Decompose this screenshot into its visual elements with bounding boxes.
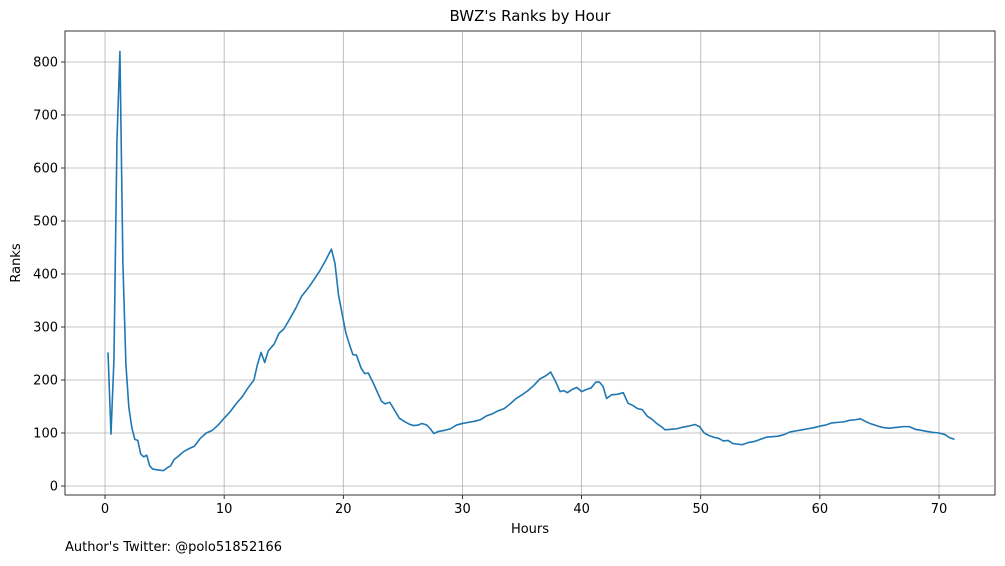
y-axis-label: Ranks bbox=[9, 243, 24, 282]
x-tick-label: 30 bbox=[454, 502, 471, 517]
x-tick-label: 0 bbox=[101, 502, 109, 517]
y-tick-label: 600 bbox=[33, 162, 58, 177]
y-tick-label: 400 bbox=[33, 267, 58, 282]
x-tick-label: 10 bbox=[216, 502, 233, 517]
annotation: Author's Twitter: @polo51852166 bbox=[65, 540, 282, 555]
x-axis-label: Hours bbox=[511, 522, 549, 537]
y-tick-label: 800 bbox=[33, 56, 58, 71]
y-tick-label: 100 bbox=[33, 426, 58, 441]
x-tick-label: 50 bbox=[692, 502, 709, 517]
y-tick-label: 300 bbox=[33, 320, 58, 335]
y-tick-label: 500 bbox=[33, 214, 58, 229]
x-tick-label: 20 bbox=[335, 502, 352, 517]
plot-frame bbox=[64, 30, 996, 496]
x-tick-label: 60 bbox=[812, 502, 829, 517]
y-tick-label: 0 bbox=[50, 479, 58, 494]
chart-title: BWZ's Ranks by Hour bbox=[450, 7, 612, 25]
y-tick-label: 700 bbox=[33, 109, 58, 124]
x-tick-label: 40 bbox=[573, 502, 590, 517]
y-tick-label: 200 bbox=[33, 373, 58, 388]
x-tick-label: 70 bbox=[931, 502, 948, 517]
data-line bbox=[107, 50, 955, 472]
